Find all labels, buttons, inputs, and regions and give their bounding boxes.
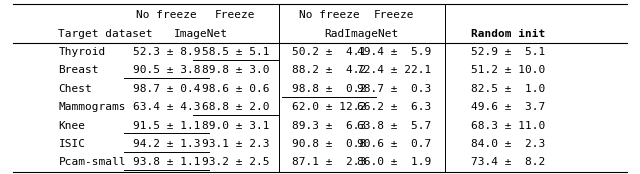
Text: 88.2 ±  4.2: 88.2 ± 4.2 bbox=[292, 65, 367, 76]
Text: 72.4 ± 22.1: 72.4 ± 22.1 bbox=[357, 65, 431, 76]
Text: 82.5 ±  1.0: 82.5 ± 1.0 bbox=[471, 84, 545, 94]
Text: 51.2 ± 10.0: 51.2 ± 10.0 bbox=[471, 65, 545, 76]
Text: 62.0 ± 12.2: 62.0 ± 12.2 bbox=[292, 102, 367, 112]
Text: 89.3 ±  6.3: 89.3 ± 6.3 bbox=[292, 121, 367, 130]
Text: 90.8 ±  0.8: 90.8 ± 0.8 bbox=[292, 139, 367, 149]
Text: 68.8 ± 2.0: 68.8 ± 2.0 bbox=[202, 102, 269, 112]
Text: No freeze: No freeze bbox=[136, 10, 196, 21]
Text: 98.7 ± 0.4: 98.7 ± 0.4 bbox=[132, 84, 200, 94]
Text: Knee: Knee bbox=[58, 121, 86, 130]
Text: ImageNet: ImageNet bbox=[174, 29, 228, 39]
Text: 98.7 ±  0.3: 98.7 ± 0.3 bbox=[357, 84, 431, 94]
Text: Freeze: Freeze bbox=[374, 10, 414, 21]
Text: 86.0 ±  1.9: 86.0 ± 1.9 bbox=[357, 157, 431, 167]
Text: 84.0 ±  2.3: 84.0 ± 2.3 bbox=[471, 139, 545, 149]
Text: 94.2 ± 1.3: 94.2 ± 1.3 bbox=[132, 139, 200, 149]
Text: No freeze: No freeze bbox=[299, 10, 360, 21]
Text: Pcam-small: Pcam-small bbox=[58, 157, 126, 167]
Text: Random init: Random init bbox=[471, 29, 545, 39]
Text: 98.6 ± 0.6: 98.6 ± 0.6 bbox=[202, 84, 269, 94]
Text: 63.8 ±  5.7: 63.8 ± 5.7 bbox=[357, 121, 431, 130]
Text: RadImageNet: RadImageNet bbox=[324, 29, 399, 39]
Text: 91.5 ± 1.1: 91.5 ± 1.1 bbox=[132, 121, 200, 130]
Text: 90.6 ±  0.7: 90.6 ± 0.7 bbox=[357, 139, 431, 149]
Text: 66.2 ±  6.3: 66.2 ± 6.3 bbox=[357, 102, 431, 112]
Text: 49.6 ±  3.7: 49.6 ± 3.7 bbox=[471, 102, 545, 112]
Text: Mammograms: Mammograms bbox=[58, 102, 126, 112]
Text: Chest: Chest bbox=[58, 84, 92, 94]
Text: 93.1 ± 2.3: 93.1 ± 2.3 bbox=[202, 139, 269, 149]
Text: 58.5 ± 5.1: 58.5 ± 5.1 bbox=[202, 47, 269, 57]
Text: 90.5 ± 3.8: 90.5 ± 3.8 bbox=[132, 65, 200, 76]
Text: Breast: Breast bbox=[58, 65, 99, 76]
Text: 50.2 ±  4.1: 50.2 ± 4.1 bbox=[292, 47, 367, 57]
Text: Target dataset: Target dataset bbox=[58, 29, 153, 39]
Text: 52.3 ± 8.9: 52.3 ± 8.9 bbox=[132, 47, 200, 57]
Text: 98.8 ±  0.2: 98.8 ± 0.2 bbox=[292, 84, 367, 94]
Text: 89.0 ± 3.1: 89.0 ± 3.1 bbox=[202, 121, 269, 130]
Text: 63.4 ± 4.3: 63.4 ± 4.3 bbox=[132, 102, 200, 112]
Text: Thyroid: Thyroid bbox=[58, 47, 106, 57]
Text: 73.4 ±  8.2: 73.4 ± 8.2 bbox=[471, 157, 545, 167]
Text: 87.1 ±  2.3: 87.1 ± 2.3 bbox=[292, 157, 367, 167]
Text: 52.9 ±  5.1: 52.9 ± 5.1 bbox=[471, 47, 545, 57]
Text: Freeze: Freeze bbox=[215, 10, 255, 21]
Text: ISIC: ISIC bbox=[58, 139, 86, 149]
Text: 93.2 ± 2.5: 93.2 ± 2.5 bbox=[202, 157, 269, 167]
Text: 89.8 ± 3.0: 89.8 ± 3.0 bbox=[202, 65, 269, 76]
Text: 49.4 ±  5.9: 49.4 ± 5.9 bbox=[357, 47, 431, 57]
Text: 68.3 ± 11.0: 68.3 ± 11.0 bbox=[471, 121, 545, 130]
Text: 93.8 ± 1.1: 93.8 ± 1.1 bbox=[132, 157, 200, 167]
